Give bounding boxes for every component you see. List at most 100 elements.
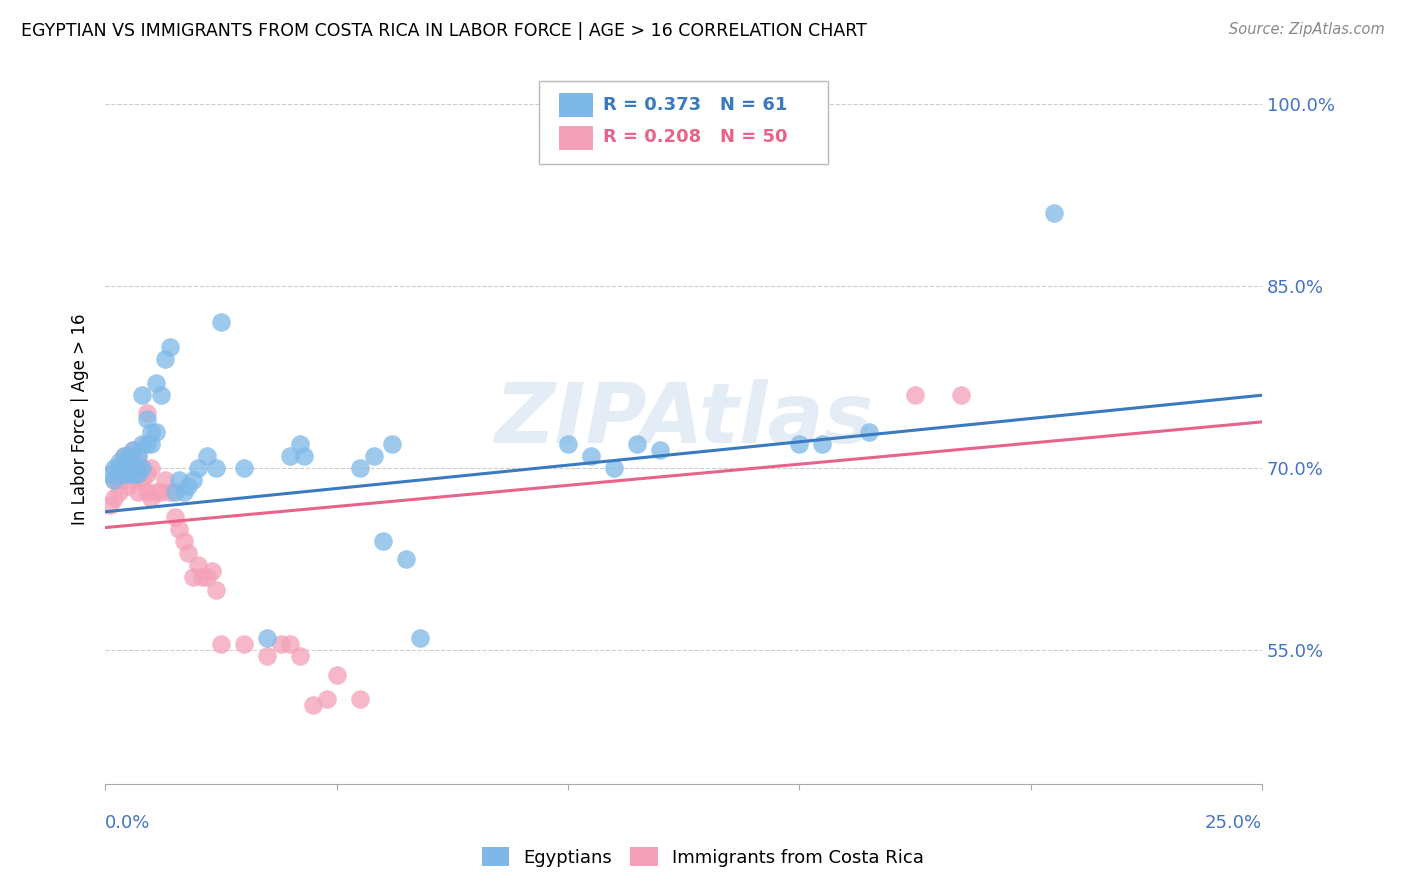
Point [103, 473, 125, 487]
Point [135, 437, 157, 451]
Point [98, 467, 121, 482]
Point [112, 449, 135, 463]
Point [108, 455, 131, 469]
Point [103, 491, 125, 506]
Text: R = 0.208   N = 50: R = 0.208 N = 50 [603, 128, 787, 146]
Point [127, 461, 149, 475]
Point [187, 558, 209, 573]
Point [159, 340, 181, 354]
Point [256, 649, 278, 664]
Point [131, 461, 153, 475]
Point [112, 449, 135, 463]
Point [325, 667, 347, 681]
Point [117, 467, 139, 482]
Point [98, 498, 121, 512]
Point [177, 546, 200, 560]
Point [122, 461, 145, 475]
Point [149, 485, 172, 500]
Point [108, 467, 131, 482]
Point [195, 449, 218, 463]
Point [173, 485, 195, 500]
Point [122, 442, 145, 457]
Point [292, 449, 315, 463]
Point [135, 467, 157, 482]
Y-axis label: In Labor Force | Age > 16: In Labor Force | Age > 16 [72, 314, 89, 525]
Legend: Egyptians, Immigrants from Costa Rica: Egyptians, Immigrants from Costa Rica [475, 840, 931, 874]
Point [108, 467, 131, 482]
Point [122, 467, 145, 482]
Point [1042, 206, 1064, 220]
Point [122, 455, 145, 469]
Point [811, 437, 834, 451]
Point [278, 637, 301, 651]
Point [127, 449, 149, 463]
Text: R = 0.373   N = 61: R = 0.373 N = 61 [603, 95, 787, 113]
Point [117, 467, 139, 482]
Point [650, 442, 672, 457]
Point [131, 437, 153, 451]
Point [135, 406, 157, 420]
Point [131, 473, 153, 487]
Point [787, 437, 810, 451]
Point [145, 376, 167, 390]
Text: 25.0%: 25.0% [1205, 814, 1263, 832]
Point [201, 564, 224, 578]
Point [167, 473, 190, 487]
Point [858, 425, 880, 439]
Point [395, 552, 418, 566]
Point [127, 467, 149, 482]
FancyBboxPatch shape [558, 93, 593, 117]
Point [233, 461, 256, 475]
Point [155, 351, 177, 366]
Point [163, 485, 186, 500]
Point [117, 449, 139, 463]
Point [122, 473, 145, 487]
Point [117, 449, 139, 463]
Point [195, 570, 218, 584]
Point [371, 533, 394, 548]
FancyBboxPatch shape [558, 126, 593, 150]
Text: EGYPTIAN VS IMMIGRANTS FROM COSTA RICA IN LABOR FORCE | AGE > 16 CORRELATION CHA: EGYPTIAN VS IMMIGRANTS FROM COSTA RICA I… [21, 22, 868, 40]
Point [127, 467, 149, 482]
Point [167, 522, 190, 536]
Point [181, 473, 204, 487]
Point [127, 485, 149, 500]
Point [112, 461, 135, 475]
Point [155, 473, 177, 487]
Point [135, 485, 157, 500]
Point [117, 479, 139, 493]
Point [270, 637, 292, 651]
Point [191, 570, 214, 584]
Point [409, 631, 432, 645]
Point [181, 570, 204, 584]
Point [209, 637, 232, 651]
Point [159, 485, 181, 500]
Point [145, 485, 167, 500]
Point [163, 509, 186, 524]
Point [108, 461, 131, 475]
Point [256, 631, 278, 645]
Point [122, 442, 145, 457]
Point [177, 479, 200, 493]
Point [103, 461, 125, 475]
Point [187, 461, 209, 475]
Point [950, 388, 973, 402]
Point [108, 485, 131, 500]
Point [316, 691, 339, 706]
Point [127, 449, 149, 463]
Point [288, 437, 311, 451]
Point [145, 425, 167, 439]
Point [141, 437, 163, 451]
Text: ZIPAtlas: ZIPAtlas [494, 379, 873, 460]
Point [278, 449, 301, 463]
Point [112, 461, 135, 475]
Point [112, 467, 135, 482]
Point [233, 637, 256, 651]
Point [103, 473, 125, 487]
Point [117, 455, 139, 469]
Point [302, 698, 325, 712]
Point [135, 412, 157, 426]
Point [904, 388, 927, 402]
Point [173, 533, 195, 548]
Point [603, 461, 626, 475]
